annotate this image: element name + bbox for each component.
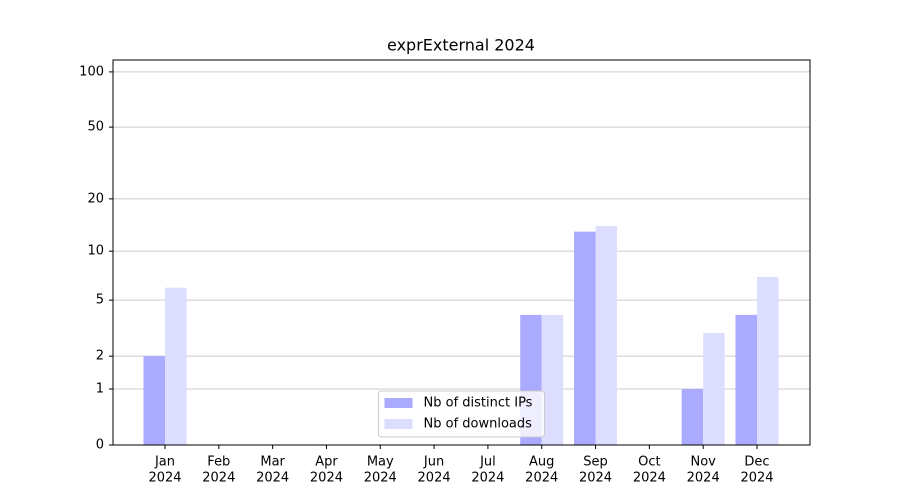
bar (143, 356, 165, 445)
x-tick-label: 2024 (148, 471, 181, 486)
legend-frame (378, 390, 545, 438)
x-tick-label: 2024 (418, 471, 451, 486)
x-tick-label: 2024 (633, 471, 666, 486)
x-tick-label: Apr (315, 455, 338, 470)
bar (735, 314, 757, 445)
y-tick-label: 0 (96, 438, 104, 453)
x-tick-label: Sep (583, 455, 608, 470)
x-tick-label: 2024 (687, 471, 720, 486)
x-tick-label: 2024 (471, 471, 504, 486)
legend-label: Nb of downloads (424, 417, 533, 432)
bar (595, 226, 618, 445)
y-tick-label: 2 (96, 349, 104, 364)
x-tick-label: Jan (154, 455, 175, 470)
legend-label: Nb of distinct IPs (424, 396, 533, 411)
x-tick-label: Mar (260, 455, 285, 470)
x-tick-label: 2024 (364, 471, 397, 486)
x-tick-label: Aug (529, 455, 554, 470)
bar (681, 388, 704, 445)
x-tick-label: Dec (744, 455, 769, 470)
x-tick-label: Nov (690, 455, 716, 470)
y-tick-label: 100 (79, 64, 104, 79)
x-tick-label: 2024 (310, 471, 343, 486)
x-tick-label: Feb (207, 455, 230, 470)
y-tick-label: 1 (96, 381, 104, 396)
legend-swatch (384, 419, 413, 429)
x-tick-label: 2024 (579, 471, 612, 486)
bar (757, 276, 779, 445)
chart-title: exprExternal 2024 (387, 36, 535, 55)
x-tick-label: May (367, 455, 394, 470)
x-tick-label: 2024 (525, 471, 558, 486)
legend-swatch (384, 398, 413, 408)
plot-frame (112, 59, 811, 446)
y-tick-label: 5 (96, 293, 104, 308)
x-tick-label: Jul (479, 455, 496, 470)
x-tick-label: 2024 (202, 471, 235, 486)
x-tick-label: 2024 (740, 471, 773, 486)
bar (541, 314, 564, 445)
x-tick-label: Jun (423, 455, 444, 470)
legend: Nb of distinct IPs Nb of downloads (378, 390, 545, 438)
x-tick-label: Oct (638, 455, 660, 470)
bar (165, 287, 187, 445)
bar (703, 332, 725, 445)
y-tick-label: 20 (87, 191, 104, 206)
y-tick-label: 50 (87, 120, 104, 135)
x-tick-label: 2024 (256, 471, 289, 486)
y-tick-label: 10 (87, 244, 104, 259)
bar (574, 231, 596, 445)
